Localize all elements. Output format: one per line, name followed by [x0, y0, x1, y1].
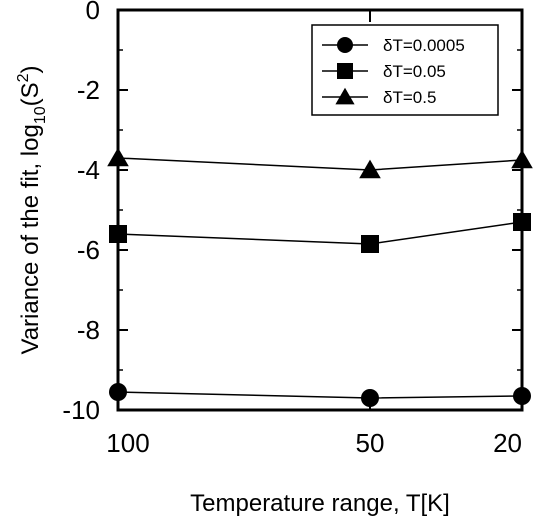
circle-point	[361, 389, 379, 407]
legend-item: δT=0.05	[322, 62, 446, 81]
y-axis-title: Variance of the fit, log10(S2)	[15, 65, 49, 354]
square-point	[513, 213, 531, 231]
y-axis: 0 -2 -4 -6 -8 -10	[62, 0, 522, 425]
series-layer	[107, 147, 533, 407]
y-axis-title-main: Variance of the fit, log	[17, 124, 44, 354]
circle-point	[109, 383, 127, 401]
legend-label: δT=0.5	[383, 88, 436, 107]
x-axis: 100 50 20	[106, 10, 523, 458]
legend-label: δT=0.0005	[383, 36, 465, 55]
x-tick-label: 50	[356, 428, 385, 458]
circle-point	[513, 387, 531, 405]
x-tick-label: 20	[493, 428, 522, 458]
triangle-point	[359, 159, 381, 179]
square-point	[109, 225, 127, 243]
x-tick-label: 100	[106, 428, 149, 458]
square-point	[361, 235, 379, 253]
y-axis-title-subscript: 10	[32, 106, 49, 124]
legend-marker-square	[337, 63, 353, 79]
series-triangle	[107, 147, 533, 179]
triangle-point	[107, 147, 129, 167]
series-line	[117, 157, 523, 171]
series-line	[117, 221, 523, 245]
y-tick-label: -4	[77, 155, 100, 185]
legend: δT=0.0005 δT=0.05 δT=0.5	[311, 24, 499, 116]
legend-label: δT=0.05	[383, 62, 446, 81]
y-axis-title-superscript: 2	[15, 73, 32, 82]
series-circle	[109, 383, 531, 407]
y-tick-label: -8	[77, 315, 100, 345]
legend-items: δT=0.0005 δT=0.05 δT=0.5	[322, 36, 465, 107]
y-tick-label: -2	[77, 75, 100, 105]
series-square	[109, 213, 531, 253]
legend-marker-circle	[337, 37, 353, 53]
y-tick-label: 0	[86, 0, 100, 25]
y-tick-label: -6	[77, 235, 100, 265]
y-axis-title-tail: (S	[17, 82, 44, 106]
legend-marker-triangle	[335, 87, 355, 105]
y-tick-label: -10	[62, 395, 100, 425]
series-line	[117, 391, 523, 399]
legend-item: δT=0.0005	[322, 36, 465, 55]
y-axis-title-close: )	[17, 65, 44, 73]
x-axis-title: Temperature range, T[K]	[190, 490, 450, 517]
triangle-point	[511, 149, 533, 169]
legend-item: δT=0.5	[322, 87, 436, 107]
